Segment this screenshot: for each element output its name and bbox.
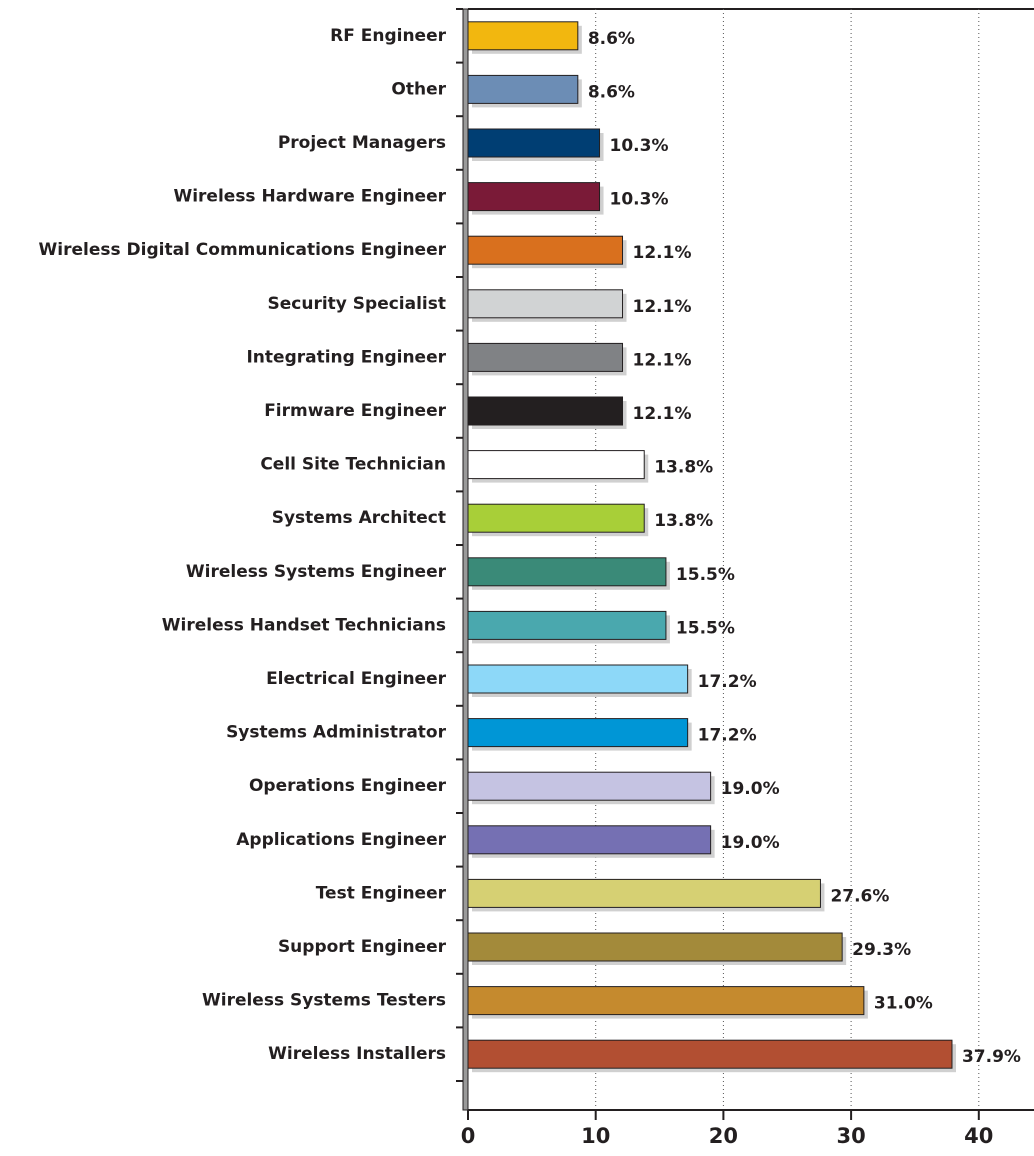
x-tick-label: 10	[581, 1124, 610, 1148]
y-tick-label: Systems Administrator	[226, 723, 447, 743]
value-label: 31.0%	[874, 994, 933, 1014]
value-label: 10.3%	[610, 136, 669, 156]
value-label: 15.5%	[676, 565, 735, 585]
bar	[467, 396, 624, 426]
bar	[467, 932, 843, 962]
bar	[467, 610, 667, 640]
value-label: 17.2%	[698, 672, 757, 692]
y-tick-label: Wireless Digital Communications Engineer	[39, 240, 447, 260]
bar	[467, 664, 689, 694]
value-label: 8.6%	[588, 29, 635, 49]
bar	[467, 986, 865, 1016]
x-tick-label: 20	[709, 1124, 738, 1148]
y-tick-label: Support Engineer	[278, 937, 447, 957]
y-tick-label: Security Specialist	[267, 294, 446, 314]
value-label: 17.2%	[698, 726, 757, 746]
bar	[467, 503, 645, 533]
y-tick-label: Firmware Engineer	[264, 401, 446, 421]
y-tick-label: RF Engineer	[330, 26, 446, 46]
y-tick-label: Integrating Engineer	[246, 347, 446, 367]
value-label: 27.6%	[830, 886, 889, 906]
y-tick-label: Cell Site Technician	[260, 455, 446, 475]
value-label: 15.5%	[676, 618, 735, 638]
bar	[467, 128, 601, 158]
bar	[467, 718, 689, 748]
x-tick-label: 40	[964, 1124, 993, 1148]
y-axis	[462, 8, 469, 1111]
y-tick-label: Electrical Engineer	[266, 669, 447, 689]
x-tick-label: 0	[461, 1124, 476, 1148]
bar	[467, 289, 624, 319]
bar	[467, 74, 579, 104]
value-label: 37.9%	[962, 1047, 1021, 1067]
bar	[467, 21, 579, 51]
bar	[467, 235, 624, 265]
bar	[467, 342, 624, 372]
value-label: 12.1%	[633, 404, 692, 424]
y-tick-label: Operations Engineer	[249, 776, 447, 796]
y-tick-label: Wireless Installers	[268, 1044, 446, 1064]
bar	[467, 878, 821, 908]
y-tick-label: Systems Architect	[272, 508, 446, 528]
y-tick-label: Test Engineer	[316, 883, 447, 903]
bar	[467, 1039, 953, 1069]
value-label: 8.6%	[588, 82, 635, 102]
value-label: 19.0%	[721, 833, 780, 853]
value-label: 13.8%	[654, 458, 713, 478]
y-tick-label: Wireless Hardware Engineer	[173, 187, 446, 207]
value-label: 13.8%	[654, 511, 713, 531]
y-tick-label: Applications Engineer	[236, 830, 446, 850]
bar	[467, 557, 667, 587]
y-tick-label: Wireless Systems Engineer	[186, 562, 447, 582]
value-label: 29.3%	[852, 940, 911, 960]
bar	[467, 771, 712, 801]
value-label: 12.1%	[633, 243, 692, 263]
value-label: 12.1%	[633, 297, 692, 317]
bar	[467, 825, 712, 855]
bar	[467, 182, 601, 212]
value-label: 19.0%	[721, 779, 780, 799]
y-tick-label: Project Managers	[278, 133, 446, 153]
y-tick-label: Wireless Systems Testers	[202, 991, 446, 1011]
x-tick-label: 30	[836, 1124, 865, 1148]
bar	[467, 450, 645, 480]
y-tick-label: Other	[391, 79, 446, 99]
value-label: 10.3%	[610, 190, 669, 210]
y-tick-label: Wireless Handset Technicians	[162, 615, 446, 635]
value-label: 12.1%	[633, 350, 692, 370]
